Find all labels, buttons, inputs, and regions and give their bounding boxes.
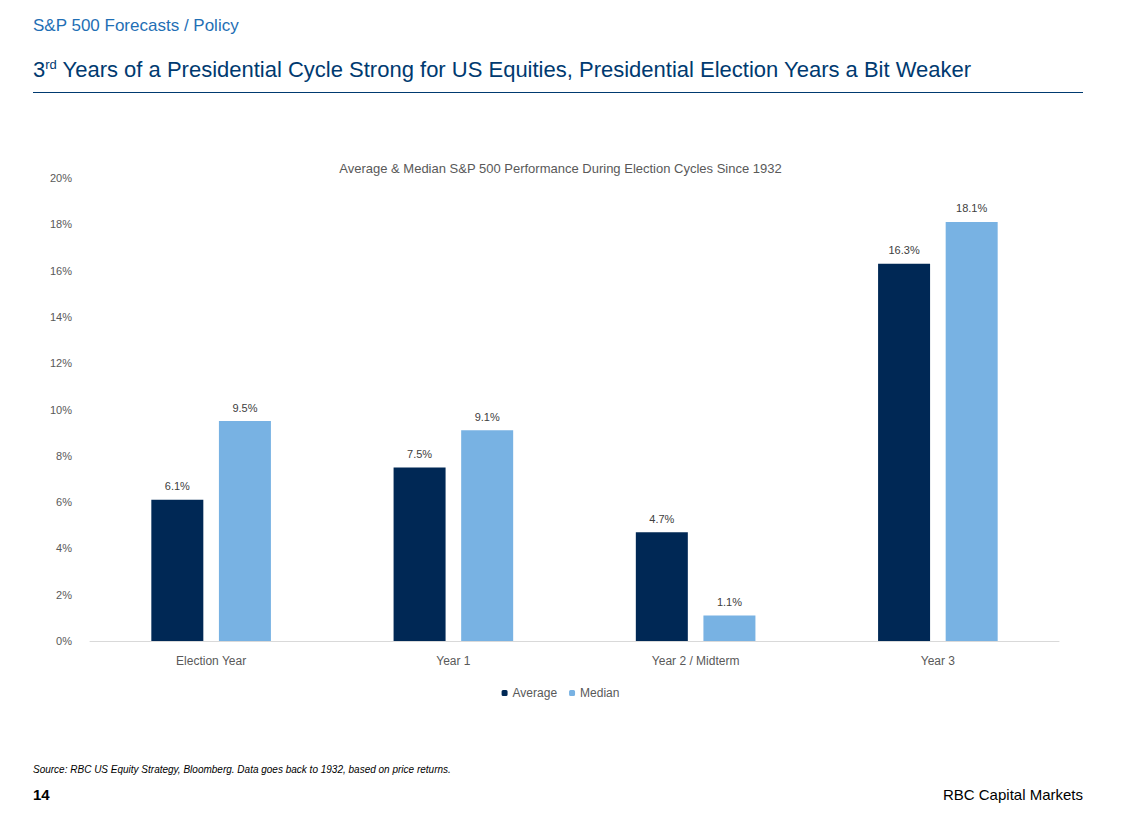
svg-text:18.1%: 18.1%	[956, 202, 987, 214]
svg-text:10%: 10%	[50, 404, 72, 416]
svg-text:16%: 16%	[50, 265, 72, 277]
svg-text:Average: Average	[513, 686, 558, 700]
svg-text:1.1%: 1.1%	[717, 596, 742, 608]
svg-text:18%: 18%	[50, 218, 72, 230]
svg-text:Average & Median S&P 500 Perfo: Average & Median S&P 500 Performance Dur…	[339, 161, 782, 176]
svg-text:16.3%: 16.3%	[888, 244, 919, 256]
svg-text:4.7%: 4.7%	[649, 513, 674, 525]
svg-text:Year 3: Year 3	[921, 654, 956, 668]
html-text:S&P 500 Forecasts / Policy: S&P 500 Forecasts / Policy	[33, 16, 239, 35]
svg-text:0%: 0%	[56, 635, 72, 647]
svg-text:Year 2 / Midterm: Year 2 / Midterm	[652, 654, 740, 668]
svg-text:6.1%: 6.1%	[165, 480, 190, 492]
svg-text:4%: 4%	[56, 542, 72, 554]
html-text:RBC Capital Markets: RBC Capital Markets	[943, 786, 1083, 803]
html-text:Source: RBC US Equity Strategy: Source: RBC US Equity Strategy, Bloomber…	[33, 764, 451, 775]
svg-text:20%: 20%	[50, 172, 72, 184]
svg-text:8%: 8%	[56, 450, 72, 462]
svg-text:Median: Median	[580, 686, 619, 700]
svg-text:9.1%: 9.1%	[475, 411, 500, 423]
svg-text:14%: 14%	[50, 311, 72, 323]
svg-text:7.5%: 7.5%	[407, 448, 432, 460]
svg-text:12%: 12%	[50, 357, 72, 369]
svg-text:2%: 2%	[56, 589, 72, 601]
html-text:3rdYears of a Presidential Cyc: 3rdYears of a Presidential Cycle Strong …	[33, 57, 972, 83]
svg-text:Year 1: Year 1	[436, 654, 471, 668]
svg-text:6%: 6%	[56, 496, 72, 508]
svg-text:Election Year: Election Year	[176, 654, 246, 668]
html-text:14: 14	[33, 786, 50, 803]
svg-text:9.5%: 9.5%	[232, 402, 257, 414]
